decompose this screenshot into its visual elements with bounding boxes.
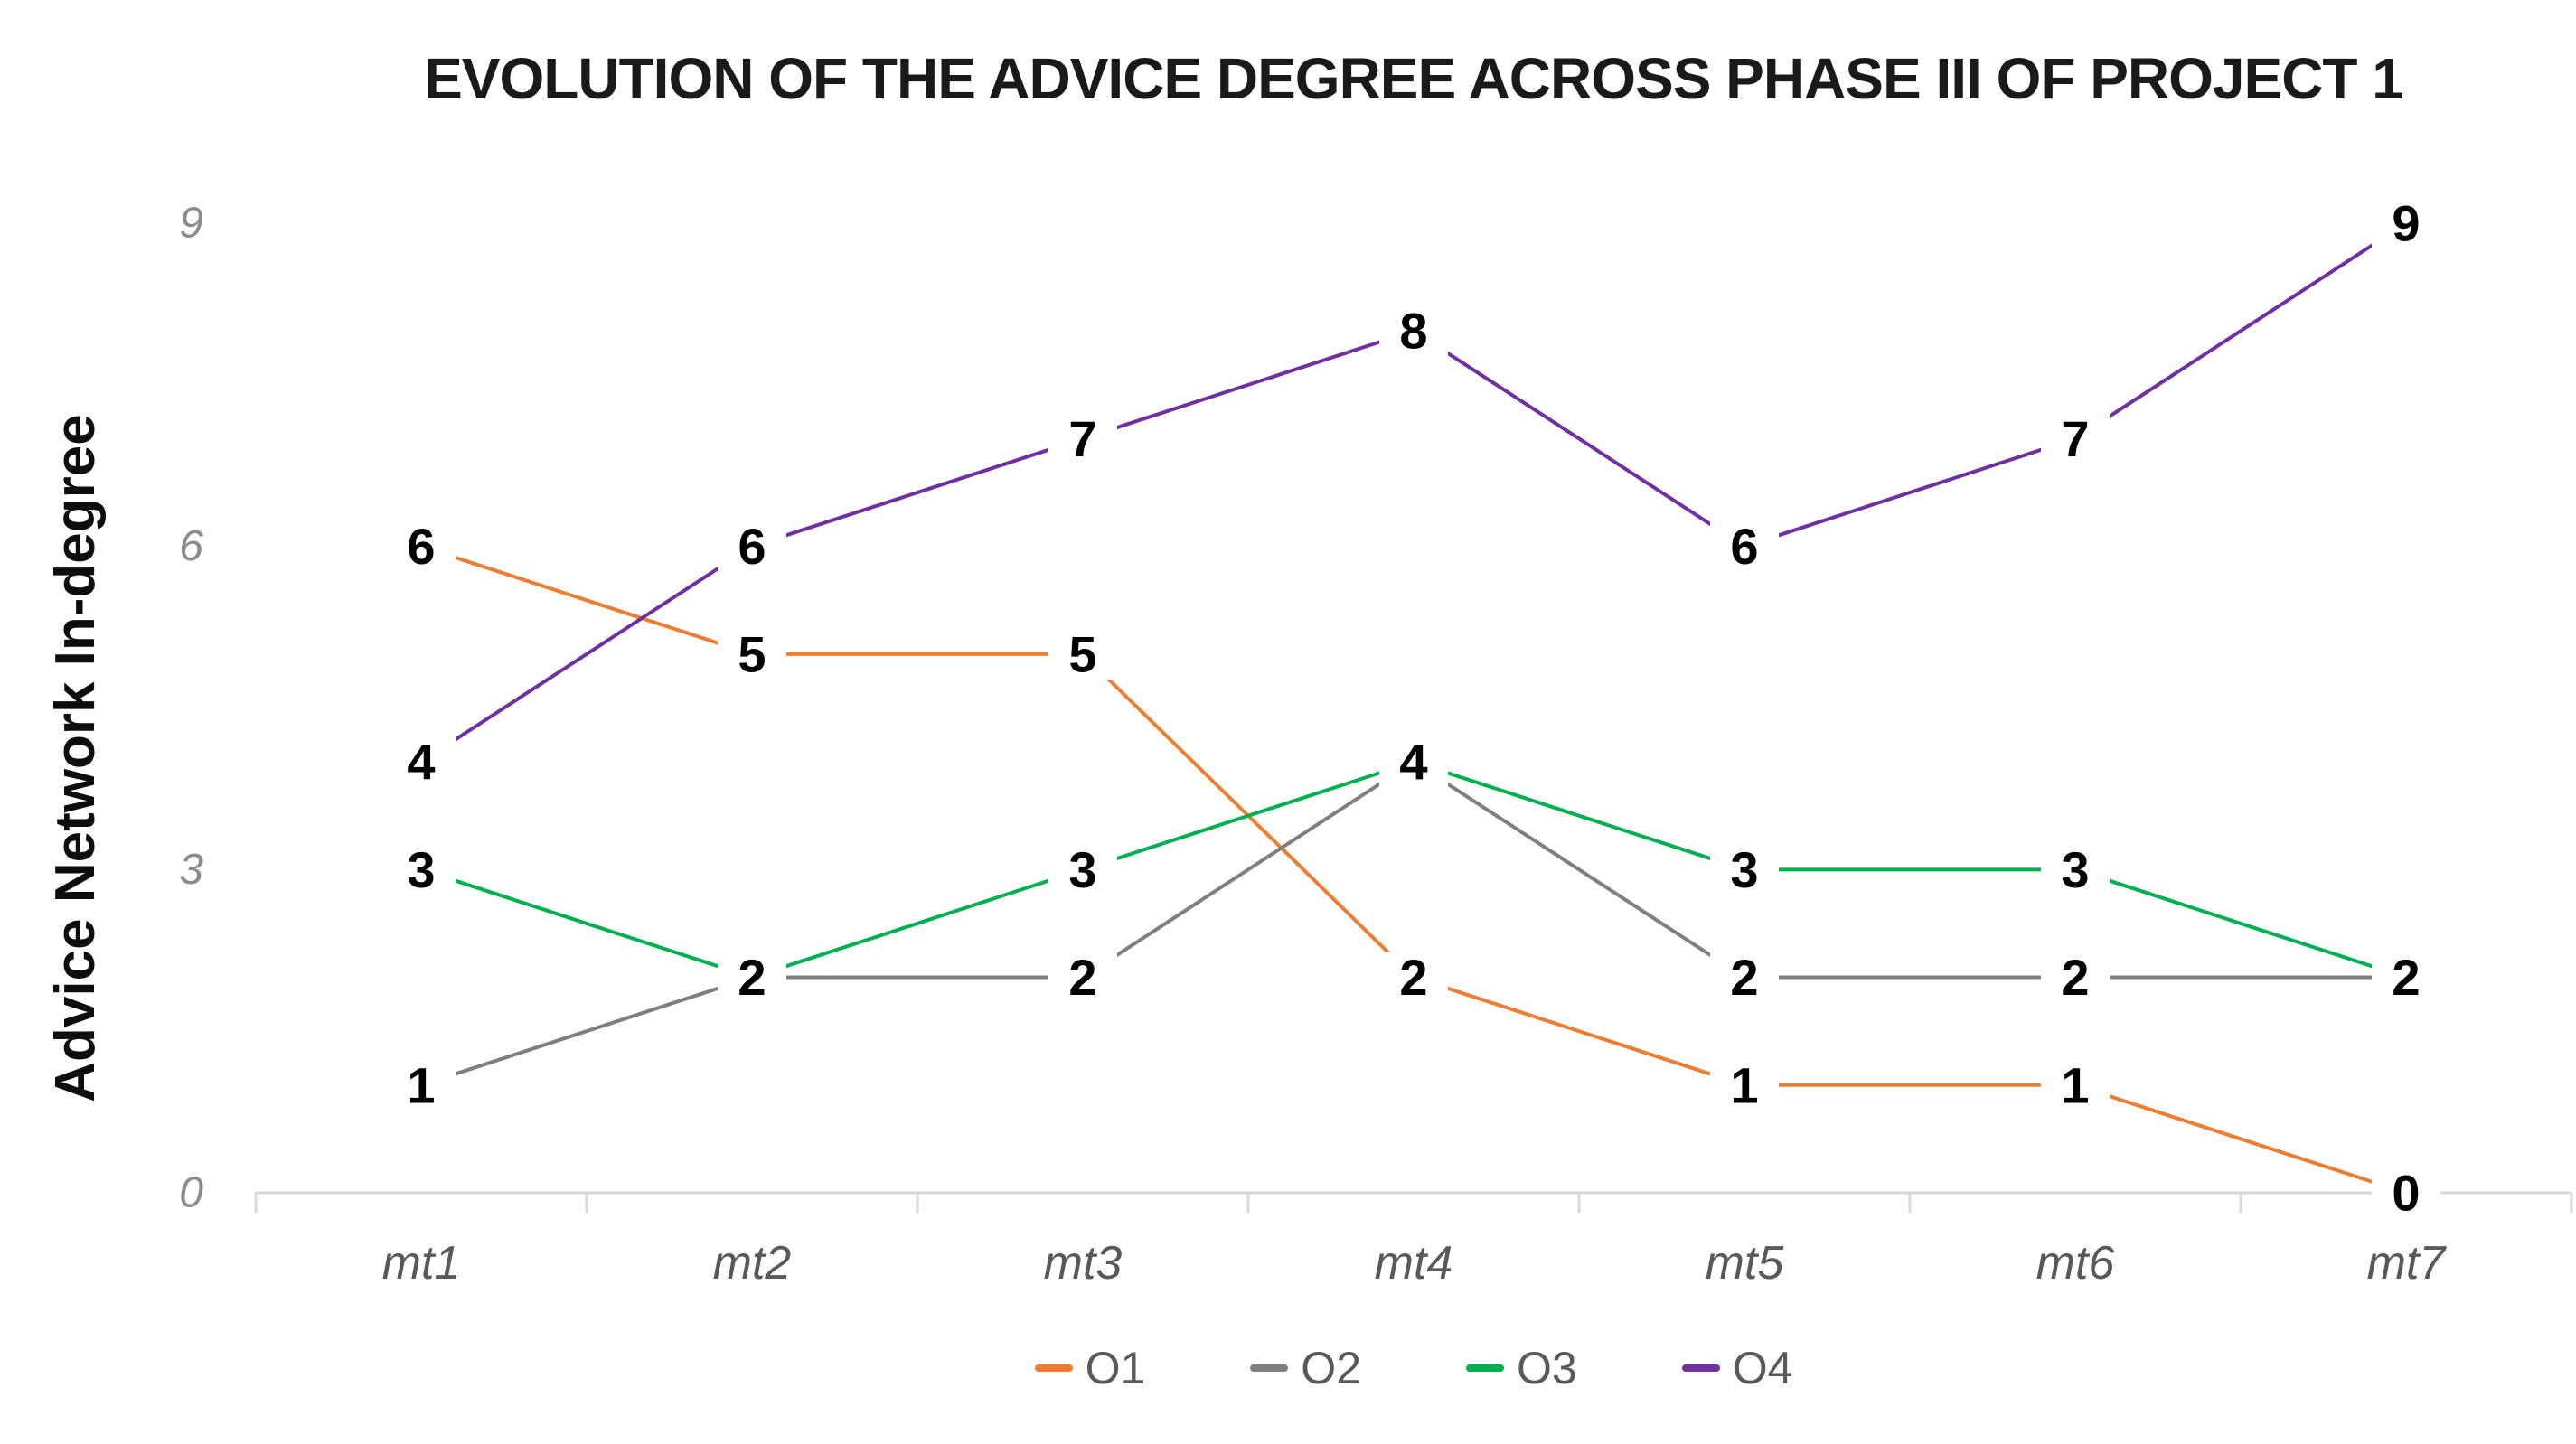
- data-label-O1: 1: [1730, 1056, 1758, 1113]
- data-label-O2: 2: [1730, 949, 1758, 1006]
- x-category-label: mt6: [2036, 1237, 2115, 1289]
- data-label-O3: 3: [2061, 841, 2089, 898]
- series-line-O2: [419, 760, 2408, 1087]
- legend-dash-icon: [1034, 1364, 1073, 1372]
- data-label-backing: [1048, 628, 1117, 680]
- data-label-O2: 1: [407, 1056, 435, 1113]
- legend-label: O4: [1732, 1343, 1793, 1393]
- data-label-O1: 5: [738, 625, 766, 682]
- data-label-backing: [2372, 952, 2440, 1003]
- data-label-O3: 4: [1399, 734, 1427, 791]
- data-label-O3: 3: [1730, 841, 1758, 898]
- data-label-backing: [387, 1059, 456, 1111]
- data-label-backing: [1048, 413, 1117, 464]
- data-label-backing: [1710, 520, 1779, 572]
- x-category-label: mt2: [713, 1237, 792, 1289]
- data-label-backing: [387, 520, 456, 572]
- data-label-O3: 2: [738, 949, 766, 1006]
- data-label-backing: [1048, 952, 1117, 1003]
- data-label-O1: 1: [2061, 1056, 2089, 1113]
- legend-item-O1: O1: [1034, 1343, 1146, 1393]
- data-label-O4: 8: [1399, 303, 1427, 360]
- data-label-O2: 2: [2061, 949, 2089, 1006]
- data-label-O2: 2: [2392, 949, 2420, 1006]
- data-label-backing: [2372, 198, 2440, 248]
- data-label-backing: [718, 952, 786, 1003]
- legend-item-O4: O4: [1681, 1343, 1793, 1393]
- data-label-backing: [1710, 844, 1779, 895]
- data-label-O4: 6: [738, 518, 766, 575]
- x-category-label: mt3: [1044, 1237, 1123, 1289]
- data-label-backing: [2041, 413, 2110, 464]
- data-label-backing: [1379, 305, 1448, 357]
- y-tick-label: 6: [179, 522, 203, 570]
- x-category-label: mt1: [382, 1237, 461, 1289]
- data-label-backing: [1710, 952, 1779, 1003]
- data-label-O1: 6: [407, 518, 435, 575]
- data-label-backing: [2041, 1059, 2110, 1111]
- data-label-O3: 2: [2392, 949, 2420, 1006]
- data-label-O2: 2: [738, 949, 766, 1006]
- chart-title: EVOLUTION OF THE ADVICE DEGREE ACROSS PH…: [424, 46, 2404, 111]
- data-label-backing: [718, 520, 786, 572]
- legend-item-O3: O3: [1466, 1346, 1577, 1391]
- data-label-backing: [387, 844, 456, 895]
- data-label-O1: 0: [2392, 1165, 2420, 1222]
- y-tick-label: 3: [179, 846, 203, 894]
- legend-label: O2: [1301, 1343, 1361, 1393]
- legend-item-O2: O2: [1250, 1346, 1361, 1391]
- data-label-backing: [1048, 844, 1117, 895]
- data-label-O4: 7: [1068, 410, 1096, 467]
- data-label-backing: [2041, 952, 2110, 1003]
- x-category-label: mt4: [1375, 1237, 1453, 1289]
- data-label-O4: 4: [407, 734, 435, 791]
- legend: O1 O2 O3 O4: [256, 1336, 2571, 1401]
- legend-dash-icon: [1250, 1364, 1289, 1372]
- data-label-O2: 4: [1399, 734, 1427, 791]
- data-label-O1: 2: [1399, 949, 1427, 1006]
- legend-label: O3: [1517, 1343, 1577, 1393]
- legend-dash-icon: [1681, 1364, 1720, 1372]
- x-category-label: mt5: [1706, 1237, 1785, 1289]
- y-tick-label: 9: [179, 200, 203, 248]
- legend-dash-icon: [1466, 1364, 1504, 1372]
- data-label-O3: 3: [407, 841, 435, 898]
- data-label-O3: 3: [1068, 841, 1096, 898]
- data-label-backing: [718, 628, 786, 680]
- data-label-backing: [2372, 1167, 2440, 1218]
- data-label-backing: [1379, 952, 1448, 1003]
- data-label-O4: 9: [2392, 195, 2420, 252]
- x-category-label: mt7: [2367, 1237, 2448, 1289]
- data-label-backing: [1710, 1059, 1779, 1111]
- data-label-O4: 7: [2061, 410, 2089, 467]
- y-tick-label: 0: [179, 1169, 203, 1217]
- data-label-backing: [1379, 736, 1448, 788]
- data-label-backing: [2041, 844, 2110, 895]
- data-label-backing: [387, 736, 456, 788]
- legend-label: O1: [1085, 1343, 1146, 1393]
- data-label-O4: 6: [1730, 518, 1758, 575]
- data-label-O2: 2: [1068, 949, 1096, 1006]
- data-label-O1: 5: [1068, 625, 1096, 682]
